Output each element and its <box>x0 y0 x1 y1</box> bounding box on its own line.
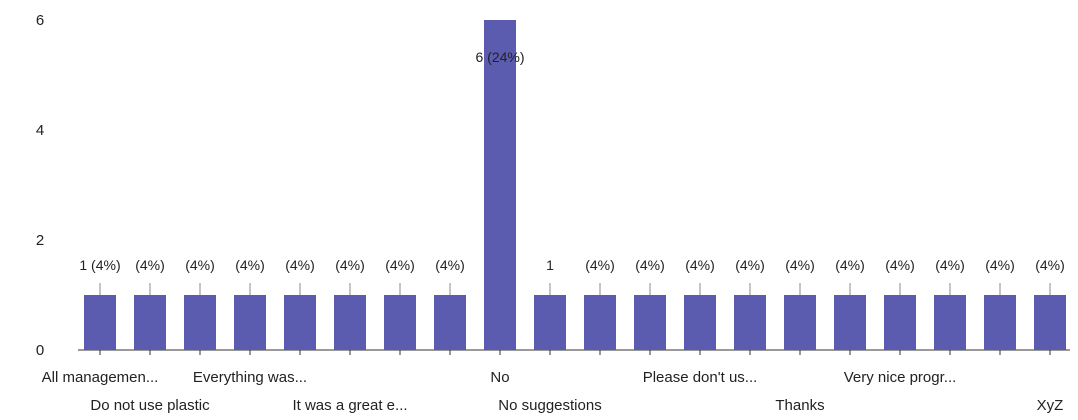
data-label-12: (4%) <box>685 257 715 273</box>
category-label-16: Very nice progr... <box>844 369 957 386</box>
data-label-4: (4%) <box>285 257 315 273</box>
category-label-12: Please don't us... <box>643 369 758 386</box>
category-label-8: No <box>490 369 509 386</box>
bar-9 <box>534 295 566 350</box>
bar-3 <box>234 295 266 350</box>
data-label-18: (4%) <box>985 257 1015 273</box>
bar-6 <box>384 295 416 350</box>
bar-0 <box>84 295 116 350</box>
data-label-16: (4%) <box>885 257 915 273</box>
data-label-19: (4%) <box>1035 257 1065 273</box>
data-label-9: 1 <box>546 257 554 273</box>
data-label-10: (4%) <box>585 257 615 273</box>
data-label-3: (4%) <box>235 257 265 273</box>
bar-14 <box>784 295 816 350</box>
bar-11 <box>634 295 666 350</box>
category-label-0: All managemen... <box>42 369 159 386</box>
bar-18 <box>984 295 1016 350</box>
bar-5 <box>334 295 366 350</box>
category-label-5: It was a great e... <box>292 397 407 414</box>
bar-7 <box>434 295 466 350</box>
bar-16 <box>884 295 916 350</box>
category-label-14: Thanks <box>775 397 824 414</box>
bar-10 <box>584 295 616 350</box>
data-labels-group: 1 (4%) (4%) (4%) (4%) (4%) (4%) (4%) (4%) 6 (24%… <box>79 49 1065 273</box>
data-label-0: 1 (4%) <box>79 257 120 273</box>
data-label-6: (4%) <box>385 257 415 273</box>
data-label-14: (4%) <box>785 257 815 273</box>
y-tick-label-1: 2 <box>36 232 44 249</box>
y-tick-label-0: 0 <box>36 342 44 359</box>
y-tick-label-3: 6 <box>36 12 44 29</box>
category-label-1: Do not use plastic <box>90 397 210 414</box>
bar-1 <box>134 295 166 350</box>
data-label-11: (4%) <box>635 257 665 273</box>
bars-group <box>84 20 1066 355</box>
y-axis: 0 2 4 6 <box>36 12 44 359</box>
category-labels-group: All managemen... Do not use plastic Everyt… <box>42 369 1064 414</box>
bar-19 <box>1034 295 1066 350</box>
bar-15 <box>834 295 866 350</box>
data-label-8: 6 (24%) <box>475 49 524 65</box>
y-tick-label-2: 4 <box>36 122 44 139</box>
bar-17 <box>934 295 966 350</box>
data-label-17: (4%) <box>935 257 965 273</box>
category-label-9: No suggestions <box>498 397 601 414</box>
category-label-3: Everything was... <box>193 369 307 386</box>
bar-4 <box>284 295 316 350</box>
bar-12 <box>684 295 716 350</box>
bar-8 <box>484 20 516 350</box>
data-label-15: (4%) <box>835 257 865 273</box>
bar-2 <box>184 295 216 350</box>
data-label-13: (4%) <box>735 257 765 273</box>
data-label-1: (4%) <box>135 257 165 273</box>
data-label-5: (4%) <box>335 257 365 273</box>
data-label-2: (4%) <box>185 257 215 273</box>
data-label-7: (4%) <box>435 257 465 273</box>
bar-13 <box>734 295 766 350</box>
category-label-19: XyZ <box>1037 397 1064 414</box>
